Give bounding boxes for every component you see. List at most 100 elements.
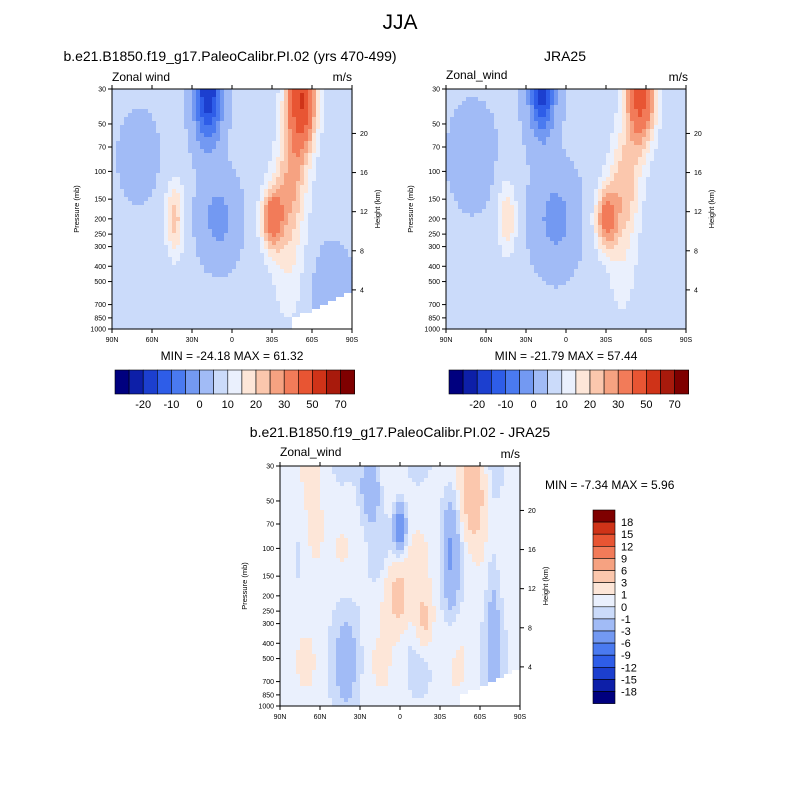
- contour-cell: [192, 137, 197, 142]
- contour-cell: [188, 181, 193, 186]
- contour-cell: [324, 273, 329, 278]
- contour-cell: [112, 253, 117, 258]
- contour-cell: [348, 125, 353, 130]
- contour-cell: [288, 121, 293, 126]
- contour-cell: [328, 237, 333, 242]
- contour-cell: [236, 253, 241, 258]
- contour-cell: [248, 113, 253, 118]
- contour-cell: [300, 237, 305, 242]
- contour-cell: [622, 153, 627, 158]
- contour-cell: [602, 105, 607, 110]
- x-tick-label: 30S: [266, 337, 279, 344]
- contour-cell: [630, 125, 635, 130]
- contour-cell: [316, 217, 321, 222]
- contour-cell: [316, 117, 321, 122]
- contour-cell: [208, 293, 213, 298]
- contour-cell: [136, 221, 141, 226]
- contour-cell: [288, 141, 293, 146]
- contour-cell: [562, 121, 567, 126]
- contour-cell: [144, 189, 149, 194]
- contour-cell: [300, 117, 305, 122]
- contour-cell: [200, 161, 205, 166]
- contour-cell: [670, 161, 675, 166]
- contour-cell: [132, 221, 137, 226]
- contour-cell: [148, 245, 153, 250]
- contour-cell: [276, 281, 281, 286]
- contour-cell: [188, 277, 193, 282]
- contour-cell: [348, 253, 353, 258]
- contour-cell: [196, 157, 201, 162]
- units-diff: m/s: [500, 447, 520, 461]
- contour-cell: [494, 117, 499, 122]
- contour-cell: [128, 281, 133, 286]
- contour-cell: [200, 205, 205, 210]
- contour-cell: [502, 169, 507, 174]
- contour-cell: [316, 209, 321, 214]
- contour-cell: [116, 117, 121, 122]
- contour-cell: [470, 93, 475, 98]
- contour-cell: [566, 169, 571, 174]
- contour-cell: [300, 213, 305, 218]
- contour-cell: [574, 129, 579, 134]
- contour-cell: [232, 293, 237, 298]
- contour-cell: [136, 165, 141, 170]
- contour-cell: [308, 245, 313, 250]
- contour-cell: [228, 305, 233, 310]
- contour-cell: [570, 157, 575, 162]
- contour-cell: [216, 225, 221, 230]
- contour-cell: [478, 89, 483, 94]
- contour-cell: [232, 317, 237, 322]
- contour-cell: [324, 229, 329, 234]
- contour-cell: [312, 209, 317, 214]
- contour-cell: [578, 97, 583, 102]
- contour-cell: [156, 101, 161, 106]
- contour-cell: [674, 117, 679, 122]
- contour-cell: [204, 129, 209, 134]
- contour-cell: [240, 289, 245, 294]
- contour-cell: [176, 213, 181, 218]
- contour-cell: [160, 185, 165, 190]
- contour-cell: [180, 277, 185, 282]
- contour-cell: [128, 129, 133, 134]
- contour-cell: [196, 181, 201, 186]
- contour-cell: [112, 277, 117, 282]
- contour-cell: [316, 125, 321, 130]
- contour-cell: [546, 157, 551, 162]
- contour-cell: [156, 325, 161, 330]
- contour-cell: [670, 129, 675, 134]
- contour-cell: [200, 121, 205, 126]
- contour-cell: [284, 309, 289, 314]
- contour-cell: [308, 117, 313, 122]
- contour-cell: [562, 113, 567, 118]
- contour-cell: [288, 205, 293, 210]
- contour-cell: [478, 161, 483, 166]
- contour-cell: [224, 149, 229, 154]
- contour-cell: [296, 205, 301, 210]
- contour-cell: [502, 153, 507, 158]
- contour-cell: [332, 213, 337, 218]
- contour-cell: [606, 161, 611, 166]
- contour-cell: [340, 113, 345, 118]
- contour-cell: [260, 121, 265, 126]
- contour-cell: [614, 109, 619, 114]
- contour-cell: [340, 221, 345, 226]
- contour-cell: [152, 121, 157, 126]
- contour-cell: [280, 321, 285, 326]
- contour-cell: [148, 273, 153, 278]
- contour-cell: [586, 165, 591, 170]
- contour-cell: [160, 193, 165, 198]
- contour-cell: [208, 325, 213, 330]
- contour-cell: [332, 269, 337, 274]
- contour-cell: [276, 117, 281, 122]
- contour-cell: [124, 273, 129, 278]
- contour-cell: [256, 285, 261, 290]
- x-tick-label: 90N: [106, 337, 119, 344]
- contour-cell: [264, 169, 269, 174]
- contour-cell: [264, 281, 269, 286]
- contour-cell: [526, 173, 531, 178]
- contour-cell: [534, 145, 539, 150]
- contour-cell: [152, 321, 157, 326]
- contour-cell: [148, 121, 153, 126]
- contour-cell: [486, 145, 491, 150]
- contour-cell: [116, 141, 121, 146]
